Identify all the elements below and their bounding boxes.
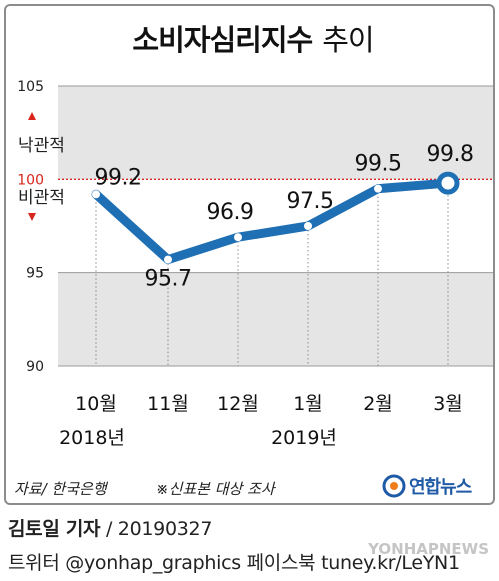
chart-title-suffix: 추이: [322, 23, 373, 57]
data-point: [164, 255, 172, 264]
watermark: YONHAPNEWS: [368, 540, 489, 558]
data-label: 97.5: [287, 189, 334, 214]
data-label: 95.7: [145, 267, 192, 292]
x-tick-label: 1월: [293, 393, 323, 415]
pessimistic-label: 비관적: [18, 188, 65, 208]
data-point: [92, 190, 100, 199]
data-label: 96.9: [207, 200, 254, 225]
x-tick-label: 3월: [433, 393, 463, 415]
data-label: 99.8: [427, 142, 474, 167]
data-label: 99.2: [95, 165, 142, 190]
year-label: 2019년: [271, 427, 337, 449]
data-point: [234, 233, 242, 242]
agency-logo-dot-icon: [390, 482, 398, 490]
x-tick-label: 12월: [217, 393, 259, 415]
up-arrow-icon: [28, 112, 36, 120]
agency-logo-icon: [382, 474, 406, 498]
data-point: [374, 184, 382, 193]
x-tick-label: 10월: [75, 393, 117, 415]
shaded-band-1: [58, 272, 493, 366]
x-tick-label: 2월: [363, 393, 393, 415]
data-point: [304, 222, 312, 230]
y-tick-label: 90: [26, 359, 44, 375]
social-line: 트위터 @yonhap_graphics 페이스북 tuney.kr/LeYN1: [8, 552, 460, 574]
data-label: 99.5: [355, 152, 402, 177]
year-label: 2018년: [59, 427, 125, 449]
line-chart: 105 100 95 90 10월 11월 12월 1월 2월 3월 2018년 2019년 99.…: [14, 23, 493, 498]
down-arrow-icon: [28, 213, 36, 221]
y-tick-label: 95: [26, 266, 44, 282]
chart-title: 소비자심리지수 추이: [132, 23, 373, 57]
shaded-band-0: [58, 86, 493, 180]
reporter-name: 김토일 기자: [8, 518, 101, 540]
y-tick-label: 100: [17, 172, 44, 188]
credit-line: 김토일 기자 / 20190327: [8, 514, 212, 541]
chart-frame: 105 100 95 90 10월 11월 12월 1월 2월 3월 2018년 2019년 99.…: [4, 4, 495, 505]
x-tick-label: 11월: [147, 393, 189, 415]
y-tick-label: 105: [17, 79, 44, 95]
optimistic-label: 낙관적: [18, 136, 65, 156]
agency-logo: 연합뉴스: [382, 474, 473, 498]
agency-name: 연합뉴스: [409, 476, 472, 498]
publish-date: / 20190327: [105, 518, 213, 540]
note-text: ※신표본 대상 조사: [156, 480, 277, 498]
source-text: 자료/ 한국은행: [14, 480, 109, 498]
series-line: [91, 178, 453, 265]
chart-title-main: 소비자심리지수: [132, 23, 312, 57]
data-point: [436, 171, 460, 195]
